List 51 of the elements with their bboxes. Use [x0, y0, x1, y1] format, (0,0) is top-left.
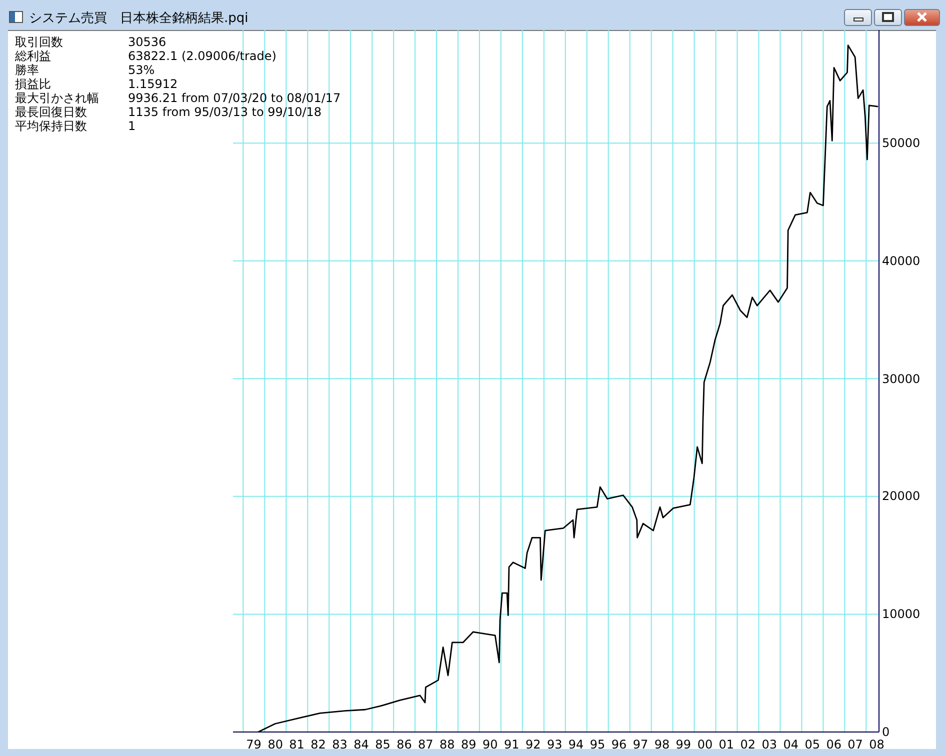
x-tick-label: 08 [869, 738, 884, 752]
x-tick-label: 02 [740, 738, 756, 752]
x-tick-label: 88 [440, 738, 455, 752]
x-tick-label: 06 [826, 738, 842, 752]
annotation: 9936.21 from 07/03/20 to 08/01/17 [128, 91, 341, 105]
text: 30536 [128, 35, 166, 49]
text: 取引回数 [15, 35, 64, 49]
x-tick-label: 89 [461, 738, 476, 752]
x-tick-label: 87 [418, 738, 434, 752]
x-tick-label: 05 [804, 738, 820, 752]
x-tick-label: 83 [332, 738, 348, 752]
y-tick-label: 20000 [882, 489, 920, 504]
x-tick-label: 96 [611, 738, 627, 752]
text: 1.15912 [128, 77, 178, 91]
text: 総利益 [15, 49, 52, 63]
x-tick-label: 00 [697, 738, 713, 752]
x-tick-label: 93 [546, 738, 562, 752]
y-tick-label: 0 [882, 725, 890, 739]
text: 勝率 [15, 63, 40, 77]
y-tick-label: 30000 [882, 372, 920, 386]
x-tick-label: 07 [848, 738, 863, 752]
x-tick-label: 80 [268, 738, 283, 752]
x-tick-label: 92 [525, 738, 541, 752]
x-tick-label: 97 [632, 738, 648, 752]
y-tick-label: 10000 [882, 607, 920, 622]
y-tick-label: 40000 [882, 254, 920, 268]
x-tick-label: 95 [590, 738, 606, 752]
chart-title: システム売買 日本株全銘柄結果.pqi [29, 10, 248, 27]
x-tick-label: 01 [718, 738, 734, 752]
x-tick-label: 79 [246, 738, 262, 752]
x-tick-label: 98 [654, 738, 670, 752]
x-tick-label: 03 [762, 738, 778, 752]
x-tick-label: 91 [504, 738, 520, 752]
text: 損益比 [15, 77, 52, 91]
text: 平均保持日数 [15, 119, 88, 133]
x-tick-label: 94 [568, 738, 584, 752]
x-tick-label: 04 [783, 738, 799, 752]
x-tick-label: 82 [310, 738, 326, 752]
annotation: 1135 from 95/03/13 to 99/10/18 [128, 105, 322, 119]
x-tick-label: 86 [396, 738, 412, 752]
text: 53% [128, 63, 155, 77]
annotation: 63822.1 (2.09006/trade) [128, 49, 276, 63]
text: 最大引かされ幅 [15, 91, 100, 105]
x-tick-label: 99 [676, 738, 692, 752]
x-tick-label: 90 [482, 738, 498, 752]
x-tick-label: 81 [289, 738, 304, 752]
text: 1 [128, 119, 136, 133]
text: 最長回復日数 [15, 105, 88, 119]
x-tick-label: 85 [375, 738, 390, 752]
x-tick-label: 84 [354, 738, 369, 752]
y-tick-label: 50000 [882, 136, 920, 150]
